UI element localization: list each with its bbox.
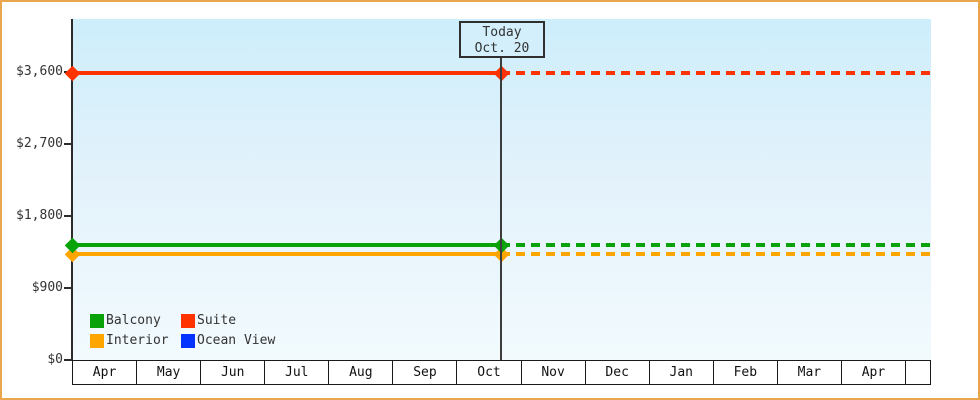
x-axis-month-aug: Aug bbox=[329, 361, 394, 384]
legend-swatch-interior bbox=[90, 333, 104, 348]
series-line-solid-interior bbox=[73, 251, 501, 256]
y-axis-label: $3,600 bbox=[16, 64, 63, 79]
legend-label: Interior bbox=[106, 333, 169, 348]
x-axis-empty-cell bbox=[906, 361, 930, 384]
x-axis-month-oct: Oct bbox=[457, 361, 522, 384]
x-axis-month-may: May bbox=[137, 361, 202, 384]
y-axis-label: $0 bbox=[47, 352, 63, 367]
y-axis-line bbox=[71, 19, 73, 360]
y-axis-tick bbox=[64, 287, 72, 289]
legend-label: Ocean View bbox=[197, 333, 276, 348]
legend-swatch-ocean-view bbox=[181, 333, 195, 348]
legend-item-balcony: Balcony bbox=[90, 313, 181, 328]
x-axis-month-apr: Apr bbox=[842, 361, 907, 384]
series-line-dashed-suite bbox=[501, 70, 931, 75]
today-annotation-line1: Today bbox=[482, 25, 522, 40]
legend-swatch-balcony bbox=[90, 313, 104, 328]
legend-label: Balcony bbox=[106, 313, 161, 328]
today-annotation-line2: Oct. 20 bbox=[474, 41, 530, 56]
x-axis-month-dec: Dec bbox=[586, 361, 650, 384]
x-axis-month-nov: Nov bbox=[522, 361, 586, 384]
legend-item-ocean-view: Ocean View bbox=[181, 333, 275, 348]
x-axis-month-apr: Apr bbox=[73, 361, 138, 384]
legend: Balcony Suite Interior Ocean View bbox=[90, 313, 275, 348]
series-line-solid-suite bbox=[73, 70, 501, 75]
legend-label: Suite bbox=[197, 313, 237, 328]
y-axis-label: $900 bbox=[31, 280, 63, 295]
series-line-dashed-interior bbox=[501, 251, 931, 256]
x-axis-month-mar: Mar bbox=[778, 361, 842, 384]
today-vertical-line bbox=[500, 58, 502, 360]
legend-item-interior: Interior bbox=[90, 333, 181, 348]
x-axis-month-jan: Jan bbox=[650, 361, 714, 384]
y-axis-tick bbox=[64, 359, 72, 361]
y-axis-tick bbox=[64, 215, 72, 217]
legend-swatch-suite bbox=[181, 313, 195, 328]
y-axis-label: $2,700 bbox=[16, 136, 63, 151]
x-axis-month-jun: Jun bbox=[201, 361, 266, 384]
today-annotation: Today Oct. 20 bbox=[459, 21, 545, 58]
x-axis-month-row: Apr May Jun Jul Aug Sep Oct Nov Dec Jan Feb Mar Apr bbox=[72, 360, 931, 385]
series-line-solid-balcony bbox=[73, 242, 501, 247]
x-axis-month-feb: Feb bbox=[714, 361, 778, 384]
y-axis-tick bbox=[64, 143, 72, 145]
x-axis-month-jul: Jul bbox=[265, 361, 330, 384]
series-line-dashed-balcony bbox=[501, 242, 931, 247]
x-axis-month-sep: Sep bbox=[393, 361, 458, 384]
y-axis-label: $1,800 bbox=[16, 208, 63, 223]
legend-item-suite: Suite bbox=[181, 313, 275, 328]
